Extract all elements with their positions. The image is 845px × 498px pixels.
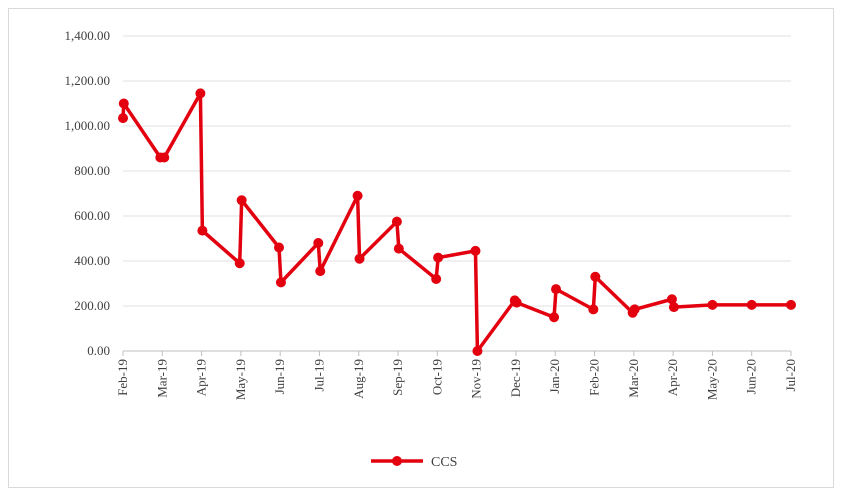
data-point	[551, 284, 562, 295]
data-point	[472, 346, 483, 356]
x-tick-label: Aug-19	[351, 359, 366, 399]
data-point	[666, 294, 677, 305]
data-point	[470, 245, 481, 256]
data-point	[629, 304, 640, 315]
gridlines	[123, 35, 791, 352]
line-chart: 0.00 200.00 400.00 600.00 800.00 1,000.00 1,20…	[65, 28, 799, 470]
x-axis: Feb-19 Mar-19 Apr-19 May-19 Jun-19 Jul-19 Aug-…	[115, 350, 798, 400]
data-point	[197, 225, 208, 236]
legend-label: CCS	[431, 455, 457, 470]
x-tick-label: Jul-20	[783, 359, 798, 392]
data-point	[315, 266, 326, 277]
x-tick-label: Feb-20	[587, 359, 602, 396]
series-layer	[118, 88, 796, 356]
x-tick-label: Jan-20	[547, 359, 562, 394]
data-point	[393, 243, 404, 254]
y-tick-label: 200.00	[74, 298, 110, 313]
data-point	[786, 299, 796, 310]
data-point	[354, 253, 365, 264]
data-point	[118, 98, 129, 109]
y-tick-label: 1,400.00	[65, 28, 111, 43]
data-point	[118, 113, 128, 124]
data-point	[588, 304, 599, 315]
series-line-ccs	[121, 91, 791, 353]
x-tick-label: May-20	[704, 359, 719, 400]
x-tick-label: Jun-19	[272, 359, 287, 394]
x-tick-label: Dec-19	[508, 359, 523, 397]
x-tick-label: Apr-19	[194, 359, 209, 396]
data-point	[511, 297, 522, 308]
x-tick-label: May-19	[233, 359, 248, 400]
x-tick-label: Apr-20	[665, 359, 680, 396]
legend-marker	[392, 456, 402, 466]
x-tick-label: Mar-20	[626, 359, 641, 398]
x-tick-label: Feb-19	[115, 359, 130, 396]
data-point	[352, 190, 363, 201]
y-tick-label: 400.00	[74, 253, 110, 268]
data-point	[431, 274, 442, 284]
x-tick-label: Sep-19	[390, 359, 405, 396]
y-tick-label: 600.00	[74, 208, 110, 223]
legend: CCS	[371, 455, 457, 470]
y-tick-label: 1,200.00	[65, 73, 111, 88]
data-point	[234, 258, 245, 269]
chart-frame: 0.00 200.00 400.00 600.00 800.00 1,000.00 1,20…	[8, 8, 834, 488]
x-tick-label: Mar-19	[154, 359, 169, 398]
x-tick-label: Jul-19	[311, 359, 326, 392]
data-point	[668, 302, 679, 313]
x-tick-label: Jun-20	[744, 359, 759, 394]
data-point	[195, 88, 206, 99]
y-tick-label: 1,000.00	[65, 118, 111, 133]
y-axis: 0.00 200.00 400.00 600.00 800.00 1,000.00 1,20…	[65, 28, 111, 358]
data-point	[391, 216, 402, 227]
data-point	[159, 152, 170, 163]
data-point	[707, 299, 718, 310]
y-tick-label: 800.00	[74, 163, 110, 178]
x-tick-label: Oct-19	[429, 359, 444, 395]
data-point	[433, 252, 444, 263]
data-point	[590, 271, 601, 282]
x-tick-label: Nov-19	[469, 359, 484, 399]
data-point	[236, 195, 247, 206]
data-point	[746, 299, 757, 310]
data-point	[275, 277, 286, 288]
y-tick-label: 0.00	[87, 343, 110, 358]
data-point	[273, 242, 284, 253]
data-point	[313, 238, 324, 248]
data-point	[549, 312, 560, 323]
